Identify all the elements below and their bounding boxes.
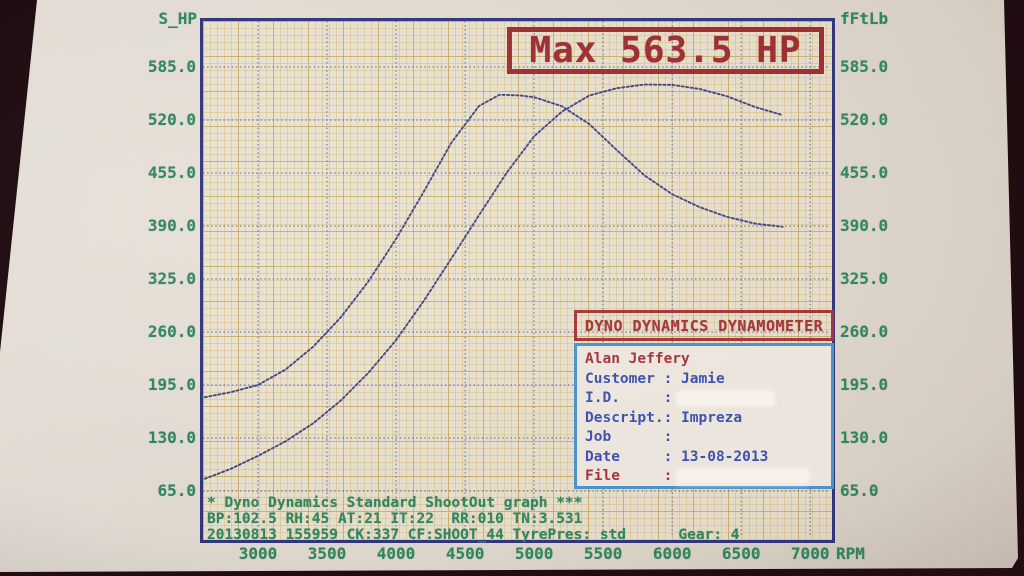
footer-graph-type: * Dyno Dynamics Standard ShootOut graph …: [207, 495, 583, 511]
x-tick-7000: 7000: [790, 544, 830, 563]
y-tick-right-130.0: 130.0: [840, 428, 889, 447]
right-axis-title: fFtLb: [840, 9, 889, 28]
y-tick-right-455.0: 455.0: [840, 163, 889, 182]
y-tick-left-325.0: 325.0: [147, 269, 196, 288]
info-panel-header: DYNO DYNAMICS DYNAMOMETER: [574, 310, 834, 341]
y-tick-right-65.0: 65.0: [840, 481, 879, 500]
x-axis-unit-label: RPM: [836, 544, 865, 563]
y-tick-left-260.0: 260.0: [147, 322, 196, 341]
y-tick-right-325.0: 325.0: [840, 269, 889, 288]
info-row: Customer : Jamie: [585, 370, 725, 387]
info-row: Job :: [585, 429, 673, 445]
y-tick-right-390.0: 390.0: [840, 216, 889, 235]
x-tick-4000: 4000: [376, 544, 416, 563]
redacted-value: [678, 391, 774, 405]
y-tick-left-520.0: 520.0: [147, 110, 196, 129]
redacted-value: [678, 469, 809, 483]
info-row: Alan Jeffery: [585, 351, 690, 367]
info-row: I.D. :: [585, 389, 823, 409]
left-axis-title: S_HP: [158, 9, 197, 28]
x-tick-6500: 6500: [721, 544, 761, 563]
info-panel-title: DYNO DYNAMICS DYNAMOMETER: [584, 316, 824, 335]
y-tick-left-585.0: 585.0: [147, 57, 196, 76]
x-tick-3500: 3500: [307, 544, 347, 563]
y-tick-right-585.0: 585.0: [840, 57, 889, 76]
y-tick-left-130.0: 130.0: [147, 428, 196, 447]
max-power-annotation: Max 563.5 HP: [507, 27, 824, 74]
y-tick-left-195.0: 195.0: [147, 375, 196, 394]
info-panel-body: Alan Jeffery Customer : Jamie I.D. : Descri…: [574, 343, 834, 489]
footer-run-info: 20130813 155959 CK:337 CF:SHOOT_44 TyreP…: [207, 527, 740, 543]
y-tick-left-455.0: 455.0: [147, 163, 196, 182]
y-tick-right-195.0: 195.0: [840, 375, 889, 394]
x-tick-5000: 5000: [514, 544, 554, 563]
info-row: File :: [585, 467, 823, 487]
info-row: Descript.: Impreza: [585, 409, 743, 426]
info-row: Date : 13-08-2013: [585, 448, 769, 465]
x-tick-3000: 3000: [238, 544, 278, 563]
y-tick-right-520.0: 520.0: [840, 110, 889, 129]
y-tick-left-390.0: 390.0: [147, 216, 196, 235]
y-tick-left-65.0: 65.0: [157, 481, 196, 500]
y-tick-right-260.0: 260.0: [840, 322, 889, 341]
x-tick-6000: 6000: [652, 544, 692, 563]
x-tick-4500: 4500: [445, 544, 485, 563]
x-tick-5500: 5500: [583, 544, 623, 563]
footer-conditions: BP:102.5 RH:45 AT:21 IT:22 RR:010 TN:3.5…: [207, 511, 583, 527]
max-power-label: Max 563.5 HP: [529, 30, 802, 71]
